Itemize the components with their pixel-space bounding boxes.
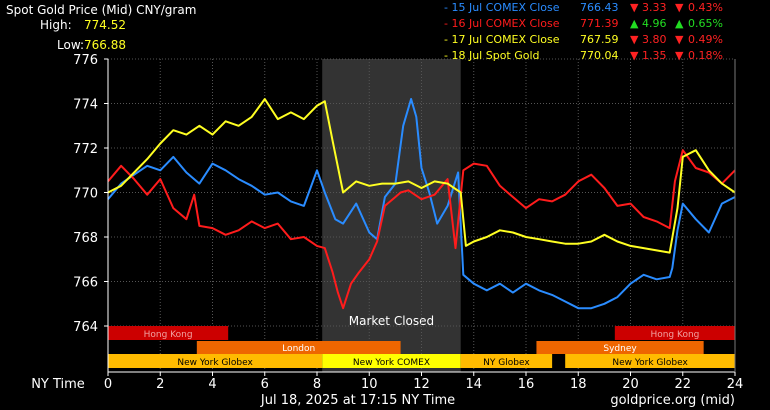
legend-arrow-icon: ▼: [630, 33, 639, 46]
low-label: Low:: [57, 38, 85, 52]
x-tick-label: 16: [518, 377, 535, 392]
session-label: NY Globex: [483, 358, 530, 368]
x-tick-label: 2: [156, 377, 164, 392]
y-tick-label: 776: [73, 53, 98, 68]
x-tick-label: 10: [361, 377, 378, 392]
session-bar: [322, 354, 461, 368]
session-bar: [536, 341, 704, 354]
series-line-1: [107, 98, 736, 310]
session-bar: [108, 326, 229, 340]
legend-label: - 17 Jul COMEX Close: [444, 33, 560, 46]
session-label: Sydney: [603, 344, 637, 354]
high-value: 774.52: [84, 18, 126, 32]
high-label: High:: [40, 18, 72, 32]
session-bar: [196, 341, 401, 354]
series-line-3: [107, 98, 736, 254]
y-tick-label: 764: [73, 320, 98, 335]
session-label: Hong Kong: [650, 330, 699, 340]
x-axis-title: NY Time: [31, 377, 85, 392]
legend-percent: 0.18%: [688, 49, 723, 62]
market-closed-band: [322, 59, 461, 372]
x-tick-label: 0: [104, 377, 112, 392]
series-line-2: [107, 149, 736, 310]
legend-arrow-icon: ▼: [675, 49, 684, 62]
session-label: Hong Kong: [144, 330, 193, 340]
legend-arrow-icon: ▲: [675, 17, 684, 30]
chart-title: Spot Gold Price (Mid) CNY/gram: [6, 3, 197, 17]
session-label: New York Globex: [177, 358, 253, 368]
session-label: New York Globex: [612, 358, 688, 368]
x-tick-label: 18: [570, 377, 587, 392]
legend-change: 1.35: [642, 49, 667, 62]
legend-change: 3.80: [642, 33, 667, 46]
legend-arrow-icon: ▼: [675, 33, 684, 46]
timestamp: Jul 18, 2025 at 17:15 NY Time: [260, 393, 455, 408]
market-closed-label: Market Closed: [349, 314, 434, 328]
source-label: goldprice.org (mid): [610, 393, 735, 408]
session-bar: [614, 326, 735, 340]
y-tick-label: 766: [73, 276, 98, 291]
session-bar: [460, 354, 553, 368]
legend-arrow-icon: ▼: [630, 1, 639, 14]
legend-price: 767.59: [580, 33, 619, 46]
legend-label: - 18 Jul Spot Gold: [444, 49, 540, 62]
y-tick-label: 772: [73, 142, 98, 157]
legend-percent: 0.43%: [688, 1, 723, 14]
legend-change: 3.33: [642, 1, 667, 14]
legend-percent: 0.49%: [688, 33, 723, 46]
legend-change: 4.96: [642, 17, 667, 30]
legend-arrow-icon: ▲: [630, 17, 639, 30]
x-tick-label: 22: [674, 377, 691, 392]
x-tick-label: 6: [261, 377, 269, 392]
x-tick-label: 20: [622, 377, 639, 392]
legend-percent: 0.65%: [688, 17, 723, 30]
session-bar: [565, 354, 735, 368]
legend-label: - 16 Jul COMEX Close: [444, 17, 560, 30]
legend-label: - 15 Jul COMEX Close: [444, 1, 560, 14]
legend-price: 771.39: [580, 17, 619, 30]
y-tick-label: 768: [73, 231, 98, 246]
legend-arrow-icon: ▼: [630, 49, 639, 62]
x-tick-label: 4: [208, 377, 216, 392]
x-tick-label: 8: [313, 377, 321, 392]
y-tick-label: 770: [73, 187, 98, 202]
legend-price: 766.43: [580, 1, 619, 14]
session-label: New York COMEX: [353, 358, 430, 368]
session-label: London: [282, 344, 315, 354]
legend-price: 770.04: [580, 49, 619, 62]
x-tick-label: 24: [727, 377, 744, 392]
y-tick-label: 774: [73, 98, 98, 113]
low-value: 766.88: [84, 38, 126, 52]
x-tick-label: 12: [413, 377, 430, 392]
legend-arrow-icon: ▼: [675, 1, 684, 14]
x-tick-label: 14: [465, 377, 482, 392]
session-bar: [108, 354, 323, 368]
